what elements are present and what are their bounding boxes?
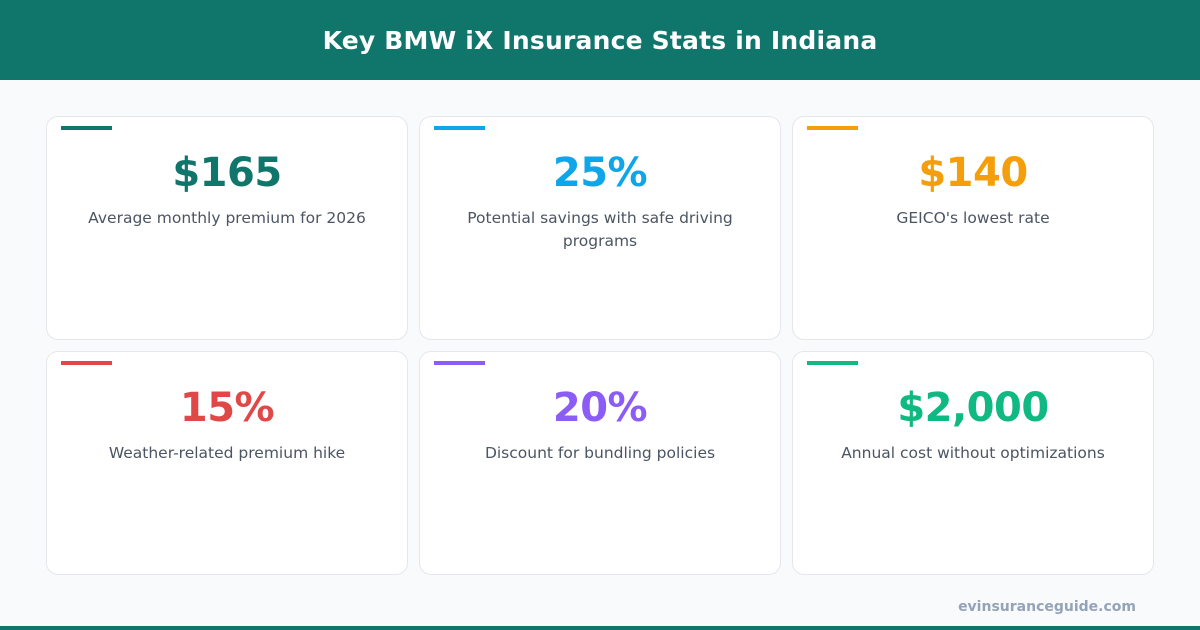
stat-value: $165 <box>172 150 282 196</box>
stat-label: GEICO's lowest rate <box>896 209 1050 227</box>
stat-label: Annual cost without optimizations <box>841 444 1105 462</box>
stat-label: Weather-related premium hike <box>108 444 346 462</box>
page-title: Key BMW iX Insurance Stats in Indiana <box>322 25 878 55</box>
site-watermark: evinsuranceguide.com <box>958 599 1136 615</box>
stat-value: $2,000 <box>897 385 1049 431</box>
stat-label: Discount for bundling policies <box>484 444 716 462</box>
accent-bar <box>807 361 858 365</box>
stat-card: $140 GEICO's lowest rate <box>792 116 1154 340</box>
stat-card: 15% Weather-related premium hike <box>46 351 408 575</box>
stat-value: 15% <box>179 385 275 431</box>
stat-label: Average monthly premium for 2026 <box>88 209 366 227</box>
accent-bar <box>807 126 858 130</box>
stat-label: Potential savings with safe driving prog… <box>467 209 733 250</box>
stat-value: $140 <box>918 150 1028 196</box>
accent-bar <box>61 126 112 130</box>
stat-card: $165 Average monthly premium for 2026 <box>46 116 408 340</box>
header-banner: Key BMW iX Insurance Stats in Indiana <box>0 0 1200 80</box>
stat-card: $2,000 Annual cost without optimizations <box>792 351 1154 575</box>
stat-card: 25% Potential savings with safe driving … <box>419 116 781 340</box>
accent-bar <box>61 361 112 365</box>
accent-bar <box>434 126 485 130</box>
bottom-bar <box>0 626 1200 630</box>
stat-value: 25% <box>552 150 648 196</box>
accent-bar <box>434 361 485 365</box>
stat-value: 20% <box>552 385 648 431</box>
stat-card: 20% Discount for bundling policies <box>419 351 781 575</box>
